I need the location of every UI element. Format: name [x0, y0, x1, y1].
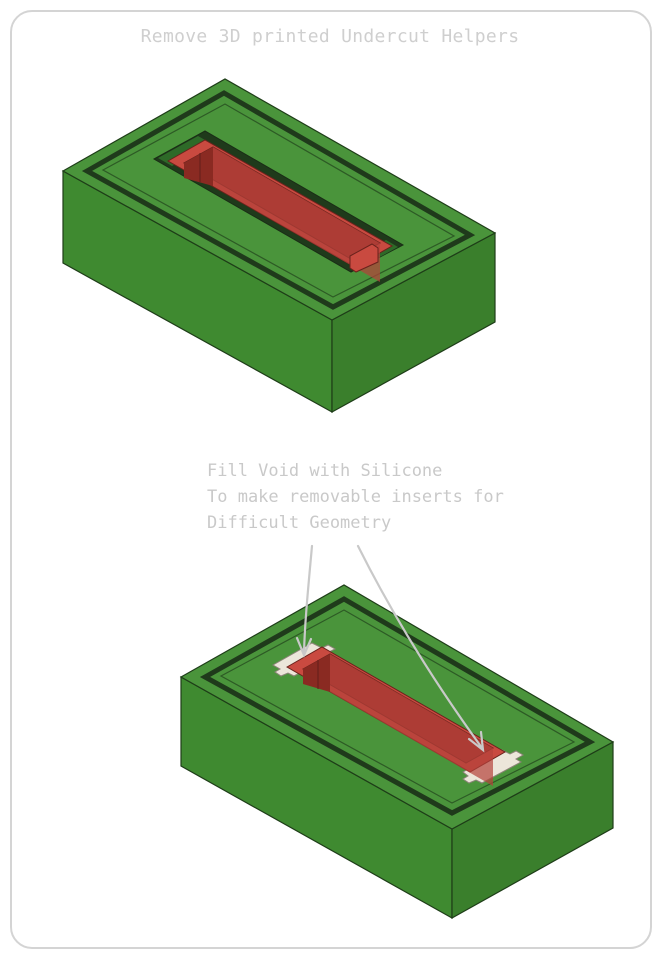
annotation-arrows	[295, 544, 485, 753]
cavity-end-tab-right	[349, 243, 379, 273]
annotation-line-1: Fill Void with Silicone	[207, 461, 443, 481]
cavity-inner-wall	[213, 147, 380, 282]
cavity-end-wall-left	[303, 654, 330, 692]
mold-groove	[199, 596, 596, 816]
mold-inner-rim	[219, 609, 576, 804]
mold-inner-rim	[101, 103, 456, 298]
annotation-note: Fill Void with Silicone To make removabl…	[207, 458, 504, 536]
arrow-head-right	[467, 730, 485, 753]
cavity-end-wall-left	[184, 147, 213, 186]
cavity-inner-wall	[330, 654, 493, 786]
page-title: Remove 3D printed Undercut Helpers	[140, 26, 520, 47]
annotation-line-2: To make removable inserts for	[207, 487, 504, 507]
arrow-to-right-insert	[356, 544, 484, 750]
mold-groove	[81, 90, 476, 310]
mold-with-helpers	[61, 78, 497, 414]
annotation-line-3: Difficult Geometry	[207, 513, 392, 533]
arrow-to-left-insert	[302, 544, 314, 654]
arrow-head-left	[295, 636, 313, 658]
mold-with-silicone	[179, 584, 615, 920]
